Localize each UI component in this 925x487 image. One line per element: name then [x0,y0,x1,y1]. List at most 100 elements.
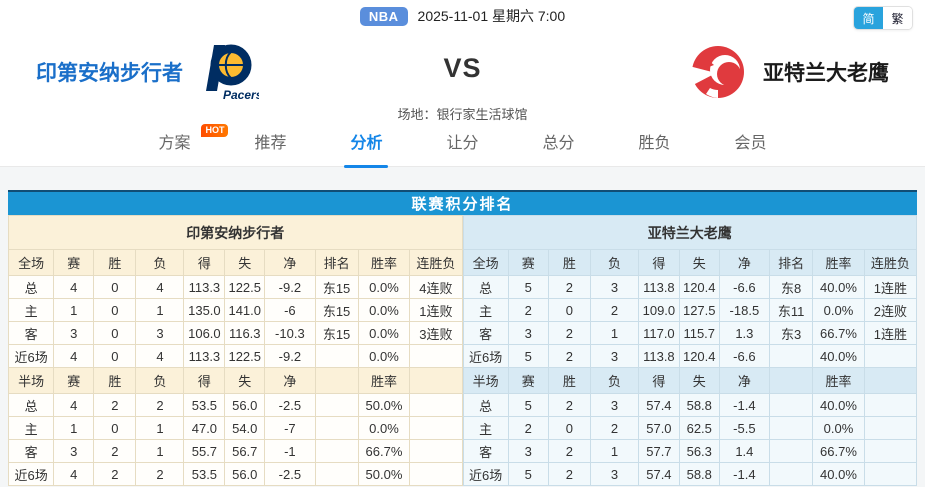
stat-cell: 5 [507,275,549,299]
tab-winloss[interactable]: 胜负 [638,135,671,152]
stat-cell: 0.0% [357,344,411,368]
column-header: 连胜负 [409,249,463,276]
column-header: 半场 [7,367,55,394]
column-header [863,367,918,394]
stat-cell [409,416,463,440]
stat-cell: 3 [53,439,95,463]
row-label: 近6场 [7,344,55,368]
stat-cell: 3 [589,275,639,299]
tab-plan[interactable]: 方案 HOT [126,123,229,166]
column-header: 胜率 [812,367,865,394]
lang-traditional-button[interactable]: 繁 [883,7,912,29]
stat-cell: 1 [53,298,95,322]
tab-handicap[interactable]: 让分 [446,135,479,152]
stat-cell: 2 [547,393,591,417]
stat-cell: 135.0 [183,298,226,322]
column-header: 排名 [314,249,359,276]
away-table-team-name: 亚特兰大老鹰 [462,215,917,250]
match-datetime: 2025-11-01 星期六 7:00 [417,8,566,24]
hot-badge: HOT [201,124,229,137]
stats-row: 主 1 0 1 47.0 54.0 -7 0.0% [7,416,463,440]
stat-cell: 113.8 [637,275,680,299]
stats-row: 总 4 0 4 113.3 122.5 -9.2 东15 0.0% 4连败 [7,275,463,299]
stat-cell: 4 [53,462,95,486]
standings-panel: 联赛积分排名 印第安纳步行者 全场赛胜负得失净排名 胜率 连胜负总 4 0 4 113.3 12… [7,190,918,486]
stat-cell: 56.0 [224,393,266,417]
stats-row: 总 5 2 3 113.8 120.4 -6.6 东8 40.0% 1连胜 [462,275,918,299]
column-header: 得 [637,249,680,276]
half-header-row: 半场赛胜负得失净 胜率 [7,367,463,394]
stat-cell: 1 [589,439,639,463]
match-header: 印第安纳步行者 Pacers VS 场地：银行家生活球馆 [0,27,925,123]
stat-cell [769,344,814,368]
stat-cell: 2 [547,462,591,486]
tab-member[interactable]: 会员 [734,135,767,152]
row-label: 主 [7,298,55,322]
stat-cell [409,439,463,463]
tab-totals[interactable]: 总分 [542,135,575,152]
row-label: 总 [7,275,55,299]
stat-cell: 120.4 [678,275,720,299]
column-header: 胜率 [357,367,411,394]
lang-simplified-button[interactable]: 简 [854,7,883,29]
stat-cell: 58.8 [678,393,720,417]
stat-cell: -9.2 [264,344,316,368]
stat-cell: 47.0 [183,416,226,440]
stat-cell: 113.3 [183,344,226,368]
stat-cell: 3 [589,344,639,368]
row-label: 客 [7,321,55,345]
stat-cell: 3 [589,393,639,417]
stat-cell: 1连胜 [863,275,918,299]
row-label: 主 [7,416,55,440]
stat-cell: -6 [264,298,316,322]
column-header: 净 [718,249,771,276]
column-header: 赛 [53,367,95,394]
column-header: 得 [183,367,226,394]
stat-cell: 东15 [314,321,359,345]
stat-cell: 113.3 [183,275,226,299]
column-header [409,367,463,394]
stat-cell: 50.0% [357,462,411,486]
stat-cell [409,462,463,486]
stat-cell: 53.5 [183,393,226,417]
stat-cell: 2 [547,321,591,345]
stat-cell [409,344,463,368]
stat-cell: 东15 [314,275,359,299]
stat-cell: 0 [93,416,137,440]
stats-row: 客 3 0 3 106.0 116.3 -10.3 东15 0.0% 3连败 [7,321,463,345]
stat-cell: 56.0 [224,462,266,486]
stat-cell: 1 [135,439,185,463]
stat-cell: -10.3 [264,321,316,345]
svg-text:Pacers: Pacers [223,88,259,102]
column-header: 净 [264,249,316,276]
stat-cell: -2.5 [264,393,316,417]
stat-cell: 115.7 [678,321,720,345]
stat-cell: 1.3 [718,321,771,345]
stat-cell: 4 [53,275,95,299]
stat-cell: 2 [93,393,137,417]
stat-cell: 127.5 [678,298,720,322]
stats-row: 近6场 4 0 4 113.3 122.5 -9.2 0.0% [7,344,463,368]
stat-cell: 1 [589,321,639,345]
stat-cell: 0 [547,416,591,440]
stat-cell [863,393,918,417]
stats-row: 主 2 0 2 109.0 127.5 -18.5 东11 0.0% 2连败 [462,298,918,322]
stat-cell: 58.8 [678,462,720,486]
stat-cell: 122.5 [224,344,266,368]
column-header: 负 [135,367,185,394]
stat-cell: 2 [135,393,185,417]
column-header: 赛 [507,249,549,276]
stat-cell: 1 [135,298,185,322]
stat-cell: 2 [547,275,591,299]
stats-row: 客 3 2 1 55.7 56.7 -1 66.7% [7,439,463,463]
tab-recommend[interactable]: 推荐 [254,135,287,152]
venue-label: 场地：银行家生活球馆 [397,107,528,122]
tab-analysis[interactable]: 分析 [318,123,414,168]
stat-cell: 0 [93,298,137,322]
stat-cell: 2 [547,344,591,368]
column-header: 胜 [93,249,137,276]
stat-cell: -7 [264,416,316,440]
stat-cell: 2连败 [863,298,918,322]
stat-cell: -6.6 [718,275,771,299]
